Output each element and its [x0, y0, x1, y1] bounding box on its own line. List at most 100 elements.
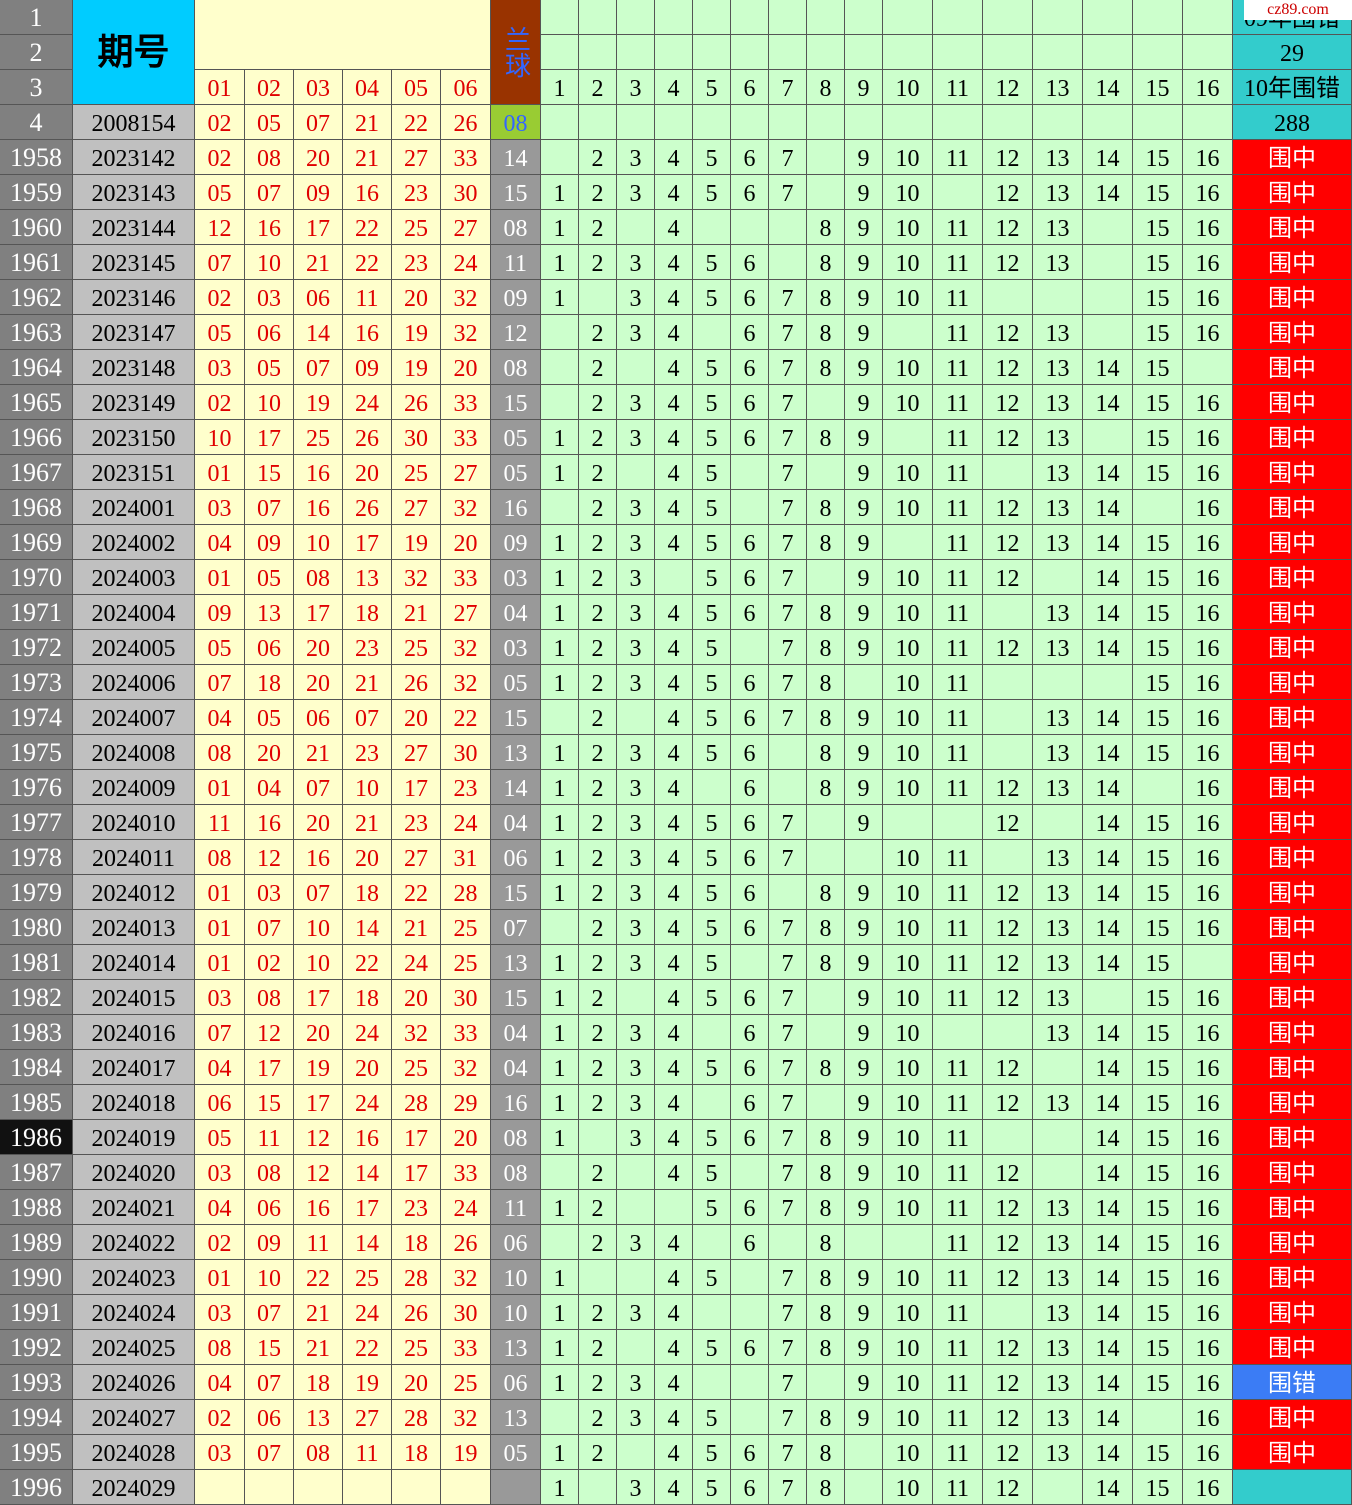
number-column-label: 12 [983, 70, 1033, 105]
number-cell [983, 1295, 1033, 1330]
number-cell: 14 [1083, 910, 1133, 945]
number-cell: 11 [933, 1295, 983, 1330]
number-cell: 14 [1083, 1295, 1133, 1330]
number-cell: 14 [1083, 735, 1133, 770]
red-ball: 17 [392, 1120, 441, 1155]
number-cell: 2 [579, 875, 617, 910]
period: 2024001 [73, 490, 195, 525]
red-ball: 21 [392, 595, 441, 630]
red-ball: 03 [245, 280, 294, 315]
number-cell: 13 [1033, 980, 1083, 1015]
number-cell: 2 [579, 945, 617, 980]
number-cell: 14 [1083, 175, 1133, 210]
blue-ball: 06 [491, 840, 541, 875]
number-cell: 14 [1083, 385, 1133, 420]
number-cell: 11 [933, 385, 983, 420]
number-cell [731, 35, 769, 70]
red-ball: 33 [441, 1330, 491, 1365]
number-cell [579, 1470, 617, 1505]
number-cell: 16 [1183, 1225, 1233, 1260]
number-cell: 14 [1083, 1120, 1133, 1155]
row-number: 1966 [0, 420, 73, 455]
number-cell: 10 [883, 280, 933, 315]
number-cell: 15 [1133, 455, 1183, 490]
number-cell: 10 [883, 980, 933, 1015]
number-cell: 4 [655, 385, 693, 420]
row-number: 1958 [0, 140, 73, 175]
number-cell: 9 [845, 455, 883, 490]
number-cell: 3 [617, 945, 655, 980]
number-cell: 6 [731, 1190, 769, 1225]
number-cell: 15 [1133, 1435, 1183, 1470]
red-ball: 20 [392, 280, 441, 315]
number-cell [617, 1435, 655, 1470]
red-ball [392, 1470, 441, 1505]
number-cell: 5 [693, 1400, 731, 1435]
number-cell [693, 210, 731, 245]
red-ball: 33 [441, 1015, 491, 1050]
red-ball: 01 [195, 1260, 245, 1295]
number-cell [731, 0, 769, 35]
period: 2024025 [73, 1330, 195, 1365]
number-cell: 14 [1083, 1365, 1133, 1400]
number-cell [807, 35, 845, 70]
number-cell: 14 [1083, 840, 1133, 875]
number-cell: 9 [845, 1365, 883, 1400]
number-cell: 7 [769, 1295, 807, 1330]
number-cell: 5 [693, 1050, 731, 1085]
number-cell: 1 [541, 560, 579, 595]
number-cell: 2 [579, 385, 617, 420]
number-cell: 2 [579, 315, 617, 350]
period: 2024018 [73, 1085, 195, 1120]
number-cell [769, 1225, 807, 1260]
number-cell: 12 [983, 1470, 1033, 1505]
number-cell: 7 [769, 560, 807, 595]
period: 2023145 [73, 245, 195, 280]
number-cell: 13 [1033, 490, 1083, 525]
number-cell: 11 [933, 595, 983, 630]
number-cell: 16 [1183, 1155, 1233, 1190]
number-cell: 9 [845, 1050, 883, 1085]
number-cell: 7 [769, 910, 807, 945]
number-cell: 15 [1133, 910, 1183, 945]
number-cell: 4 [655, 1085, 693, 1120]
number-cell [731, 1260, 769, 1295]
number-cell [541, 700, 579, 735]
blue-ball: 03 [491, 630, 541, 665]
blue-ball: 16 [491, 1085, 541, 1120]
number-cell [541, 1155, 579, 1190]
number-cell: 2 [579, 210, 617, 245]
period: 2024005 [73, 630, 195, 665]
row-number: 1962 [0, 280, 73, 315]
number-cell [769, 105, 807, 140]
number-cell: 5 [693, 455, 731, 490]
number-cell [1183, 945, 1233, 980]
number-cell: 9 [845, 1400, 883, 1435]
number-cell [579, 280, 617, 315]
red-ball: 23 [343, 735, 392, 770]
number-cell: 7 [769, 350, 807, 385]
period: 2024021 [73, 1190, 195, 1225]
red-ball: 33 [441, 140, 491, 175]
red-ball: 08 [245, 1155, 294, 1190]
number-cell: 13 [1033, 1295, 1083, 1330]
red-ball: 27 [392, 490, 441, 525]
number-cell: 15 [1133, 945, 1183, 980]
red-ball: 20 [294, 805, 343, 840]
red-ball: 20 [343, 455, 392, 490]
period: 2024027 [73, 1400, 195, 1435]
number-cell [731, 105, 769, 140]
red-ball: 07 [245, 175, 294, 210]
number-column-label: 3 [617, 70, 655, 105]
number-cell [933, 35, 983, 70]
number-cell: 2 [579, 805, 617, 840]
number-cell: 4 [655, 665, 693, 700]
number-cell: 12 [983, 245, 1033, 280]
result-cell: 围中 [1233, 1295, 1352, 1330]
blue-ball: 05 [491, 665, 541, 700]
period: 2023147 [73, 315, 195, 350]
number-cell: 7 [769, 490, 807, 525]
number-cell: 16 [1183, 630, 1233, 665]
number-cell [983, 105, 1033, 140]
red-ball: 16 [294, 455, 343, 490]
